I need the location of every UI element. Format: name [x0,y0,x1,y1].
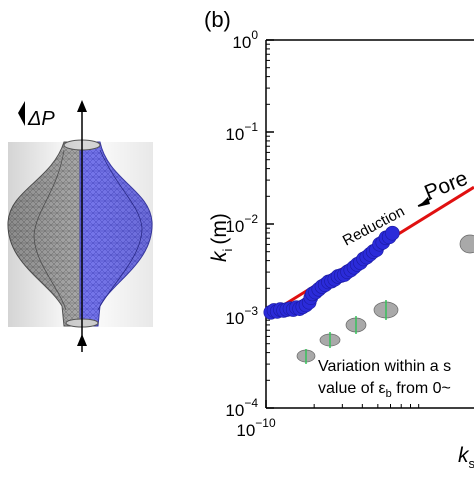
flow-arrow-head-icon [77,100,87,112]
y-ticks: 100 10−1 10−2 10−3 10−4 [225,28,274,420]
flow-arrow-bottom-icon [77,334,87,346]
panel-label: (b) [204,7,231,32]
y-axis-label: ki(m) [208,213,235,262]
pore-shape-icon [373,300,399,320]
y-tick-label: 10−2 [225,212,258,236]
y-tick-label: 10−1 [225,120,258,144]
reduction-arrow-icon [418,197,430,207]
y-tick-label: 100 [232,28,258,52]
pressure-wedge-icon [18,101,25,126]
pore-mesh-figure: ΔP [7,100,153,352]
pore-shape-icon [459,234,474,254]
variation-text-line2: value of εb from 0~ [318,380,451,400]
x-axis-label: ks [458,444,474,471]
pore-shape-icon [296,349,316,364]
y-tick-label: 10−4 [225,396,258,420]
y-tick-label: 10−3 [225,304,258,328]
pore-label: Pore [421,167,471,205]
pore-shape-icon [319,332,341,348]
plot-area: 100 10−1 10−2 10−3 10−4 10−10 [225,28,474,440]
x-tick-label: 10−10 [236,416,276,440]
data-points-layer [263,225,400,320]
data-point [385,225,400,241]
variation-text-line1: Variation within a s [318,358,451,375]
pore-shape-icons [296,234,474,364]
pore-shape-icon [345,316,367,334]
pressure-label: ΔP [27,108,55,130]
x-ticks: 10−10 [236,400,420,440]
